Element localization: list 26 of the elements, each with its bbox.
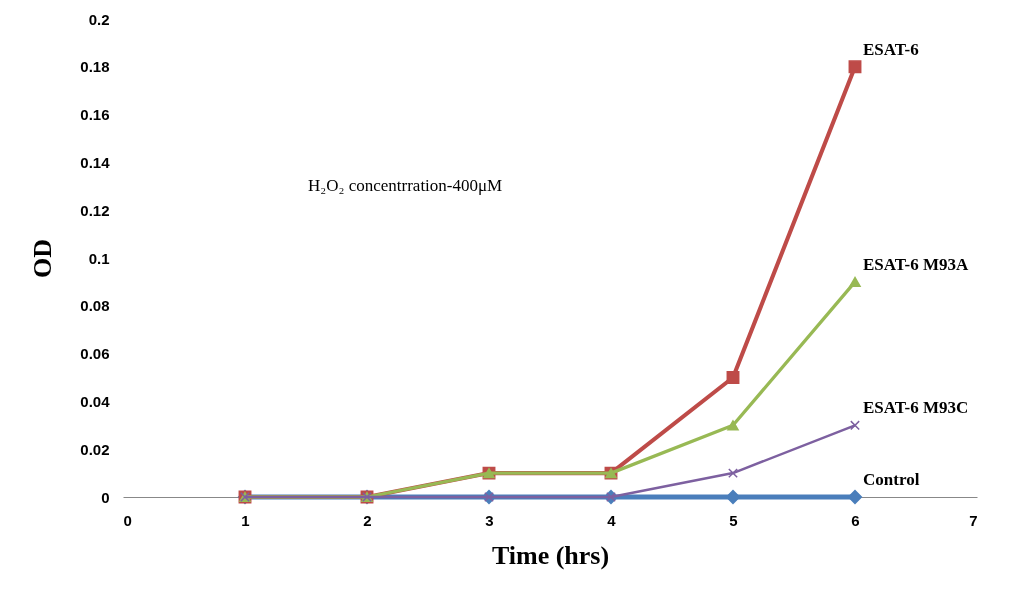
x-axis-title: Time (hrs) <box>491 540 610 570</box>
annotation: H₂O₂ concentrration-400μM <box>308 176 503 195</box>
y-tick-label: 0.04 <box>80 392 111 410</box>
x-tick-label: 4 <box>607 511 617 529</box>
y-tick-label: 0.06 <box>80 345 110 363</box>
series-label: ESAT-6 M93C <box>863 398 969 418</box>
x-tick-label: 3 <box>485 511 494 529</box>
y-tick-label: 0.1 <box>88 249 110 267</box>
y-tick-label: 0.02 <box>80 440 110 458</box>
x-tick-label: 7 <box>969 511 978 529</box>
y-tick-label: 0.2 <box>88 10 110 28</box>
y-tick-label: 0 <box>101 488 110 506</box>
x-tick-label: 5 <box>729 511 738 529</box>
series-label: Control <box>863 470 920 489</box>
y-tick-label: 0.18 <box>80 58 110 76</box>
x-tick-label: 0 <box>123 511 132 529</box>
y-tick-label: 0.08 <box>80 297 110 315</box>
series-label: ESAT-6 M93A <box>863 254 970 274</box>
y-axis-title: OD <box>28 239 58 278</box>
x-tick-label: 6 <box>851 511 860 529</box>
x-tick-label: 2 <box>363 511 372 529</box>
y-tick-label: 0.12 <box>80 201 110 219</box>
y-tick-label: 0.16 <box>80 106 110 124</box>
y-tick-label: 0.14 <box>80 153 111 171</box>
x-tick-label: 1 <box>241 511 250 529</box>
series-label: ESAT-6 <box>863 39 919 59</box>
